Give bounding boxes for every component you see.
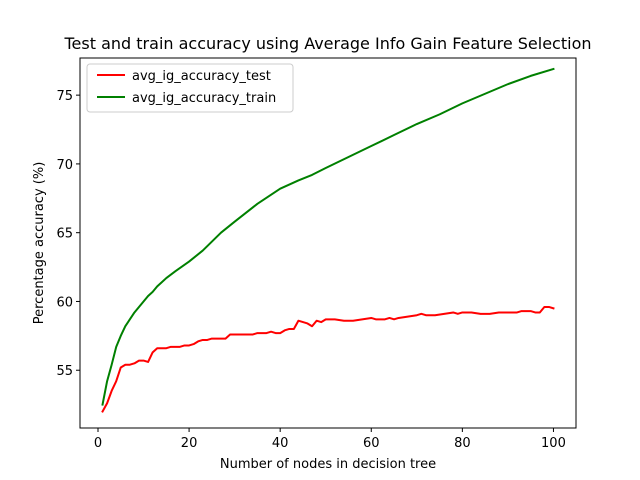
legend-box [86, 63, 294, 113]
series-layer [101, 67, 555, 413]
x-tick-label: 40 [272, 436, 289, 451]
x-tick-label: 80 [454, 436, 471, 451]
legend-label-test: avg_ig_accuracy_test [132, 69, 271, 84]
legend-label-train: avg_ig_accuracy_train [132, 91, 276, 106]
y-tick-label: 60 [56, 295, 73, 310]
series-line-avg_ig_accuracy_train [101, 67, 555, 406]
x-tick-label: 0 [94, 436, 102, 451]
x-tick-label: 100 [541, 436, 566, 451]
plot-frame [79, 57, 577, 429]
series-line-avg_ig_accuracy_test [101, 305, 555, 413]
y-tick-label: 70 [56, 158, 73, 173]
chart-title: Test and train accuracy using Average In… [64, 34, 592, 53]
x-tick-label: 60 [363, 436, 380, 451]
x-axis-label: Number of nodes in decision tree [220, 457, 436, 472]
y-tick-label: 65 [56, 227, 73, 242]
y-tick-label: 55 [56, 364, 73, 379]
x-tick-label: 20 [181, 436, 198, 451]
y-axis-label: Percentage accuracy (%) [32, 162, 47, 325]
y-tick-label: 75 [56, 89, 73, 104]
legend: avg_ig_accuracy_test avg_ig_accuracy_tra… [86, 63, 294, 113]
y-axis: 55 60 65 70 75 [56, 89, 80, 379]
x-axis: 0 20 40 60 80 100 [94, 428, 566, 451]
